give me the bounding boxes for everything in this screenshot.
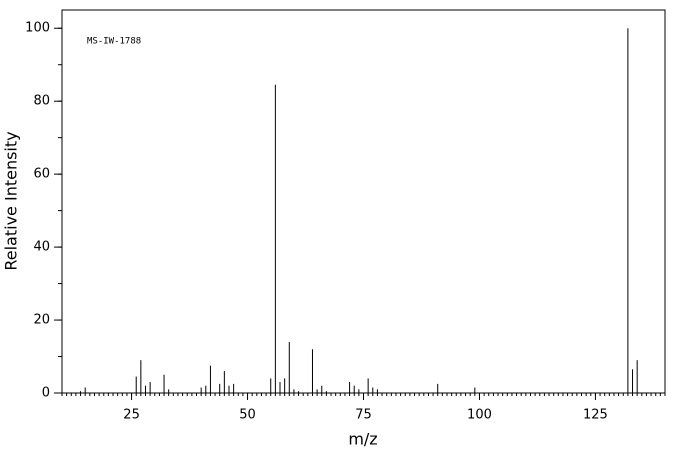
y-tick-label: 40 bbox=[33, 240, 50, 255]
annotation: MS-IW-1788 bbox=[87, 37, 141, 47]
y-tick-label: 100 bbox=[25, 21, 50, 36]
x-tick-label: 50 bbox=[239, 408, 256, 423]
y-tick-label: 0 bbox=[42, 386, 50, 401]
y-tick-label: 60 bbox=[33, 167, 50, 182]
y-tick-label: 80 bbox=[33, 94, 50, 109]
plot-frame bbox=[61, 9, 666, 394]
x-axis-label: m/z bbox=[348, 430, 377, 449]
x-tick-label: 75 bbox=[355, 408, 372, 423]
y-axis-label: Relative Intensity bbox=[2, 131, 21, 270]
x-tick-label: 25 bbox=[123, 408, 140, 423]
x-tick-label: 125 bbox=[583, 408, 608, 423]
y-tick-label: 20 bbox=[33, 313, 50, 328]
x-tick-label: 100 bbox=[467, 408, 492, 423]
